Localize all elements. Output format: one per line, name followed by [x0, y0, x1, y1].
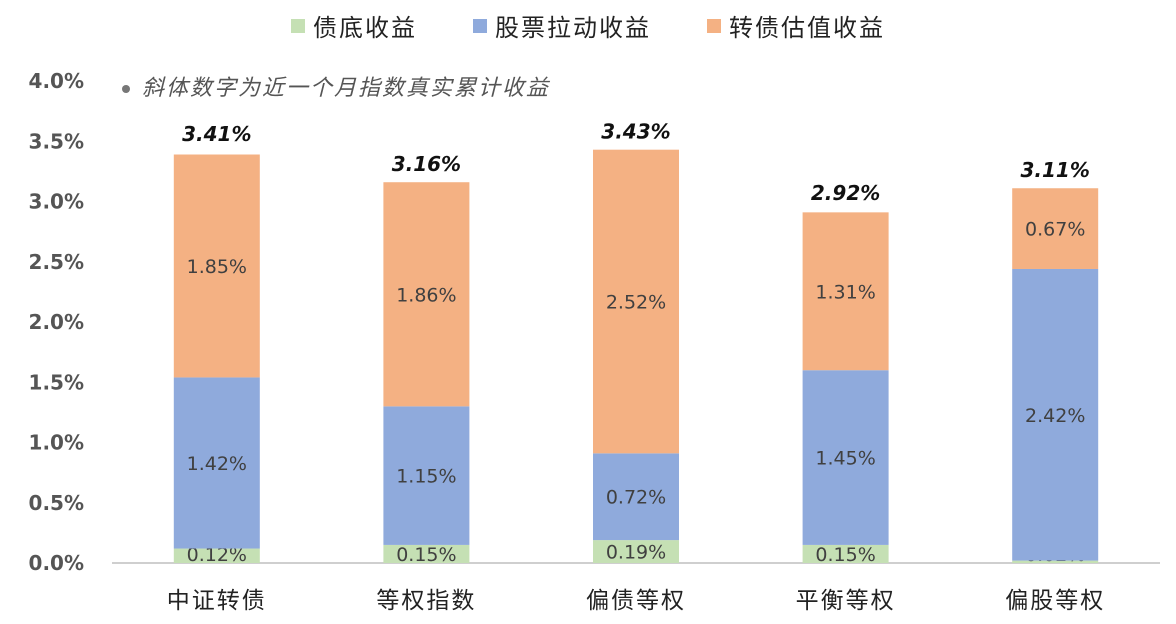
- y-tick-label: 2.0%: [29, 310, 84, 334]
- legend-label-equity-pull: 股票拉动收益: [495, 14, 651, 42]
- data-label: 1.42%: [187, 453, 247, 475]
- bar-segment-valuation: [383, 182, 470, 407]
- y-tick-label: 3.5%: [29, 129, 84, 153]
- x-tick-label: 等权指数: [376, 588, 476, 614]
- data-label: 0.72%: [606, 487, 666, 509]
- data-label: 0.12%: [187, 544, 247, 566]
- y-tick-label: 1.5%: [29, 370, 84, 394]
- data-label: 0.15%: [815, 544, 875, 566]
- data-label: 2.52%: [606, 292, 666, 314]
- bar-segment-bond-floor: [802, 544, 889, 563]
- legend-label-bond-floor: 债底收益: [313, 14, 417, 42]
- y-tick-label: 1.0%: [29, 431, 84, 455]
- total-label: 3.11%: [1021, 158, 1090, 182]
- data-label: 0.15%: [396, 544, 456, 566]
- bar-segment-equity-pull: [173, 377, 260, 549]
- data-label: 1.45%: [815, 448, 875, 470]
- chart-note-text: 斜体数字为近一个月指数真实累计收益: [142, 76, 551, 101]
- bar-segment-valuation: [802, 212, 889, 371]
- bullet-icon: [122, 85, 130, 93]
- y-tick-label: 0.5%: [29, 491, 84, 515]
- legend-swatch-bond-floor: [291, 18, 305, 33]
- legend-swatch-equity-pull: [473, 18, 487, 33]
- x-tick-label: 偏债等权: [586, 588, 686, 614]
- legend-item-equity-pull: 股票拉动收益: [473, 8, 651, 43]
- legend-swatch-valuation: [707, 18, 721, 33]
- x-tick-label: 平衡等权: [796, 588, 896, 614]
- data-label: 0.67%: [1025, 219, 1085, 241]
- total-label: 3.16%: [392, 152, 461, 176]
- bar-segment-bond-floor: [593, 540, 679, 563]
- legend-item-bond-floor: 债底收益: [291, 8, 417, 43]
- bar-segment-equity-pull: [802, 370, 889, 545]
- bar-segment-equity-pull: [1012, 268, 1099, 561]
- bar-segment-bond-floor: [383, 544, 470, 563]
- y-tick-label: 0.0%: [29, 551, 84, 575]
- legend-item-valuation: 转债估值收益: [707, 8, 885, 43]
- bar-segment-equity-pull: [593, 453, 679, 541]
- chart-note: 斜体数字为近一个月指数真实累计收益: [122, 70, 550, 102]
- bar-segment-bond-floor: [173, 548, 260, 563]
- total-label: 2.92%: [811, 181, 880, 205]
- total-label: 3.43%: [601, 120, 670, 144]
- legend-label-valuation: 转债估值收益: [729, 14, 885, 42]
- bar-segment-valuation: [173, 154, 260, 378]
- bar-segment-bond-floor: [1012, 560, 1099, 563]
- data-label: 0.19%: [606, 542, 666, 564]
- legend: 债底收益 股票拉动收益 转债估值收益: [0, 8, 1176, 43]
- y-tick-label: 3.0%: [29, 190, 84, 214]
- y-tick-label: 4.0%: [29, 69, 84, 93]
- data-label: 1.15%: [396, 466, 456, 488]
- y-tick-label: 2.5%: [29, 250, 84, 274]
- total-label: 3.41%: [182, 122, 251, 146]
- x-tick-label: 中证转债: [167, 588, 267, 614]
- data-label: 1.31%: [815, 281, 875, 303]
- bar-segment-equity-pull: [383, 406, 470, 545]
- data-label: 1.86%: [396, 284, 456, 306]
- bar-segment-valuation: [1012, 188, 1099, 269]
- bar-segment-valuation: [593, 149, 679, 454]
- data-label: 1.85%: [187, 256, 247, 278]
- x-tick-label: 偏股等权: [1005, 588, 1105, 614]
- data-label: 2.42%: [1025, 405, 1085, 427]
